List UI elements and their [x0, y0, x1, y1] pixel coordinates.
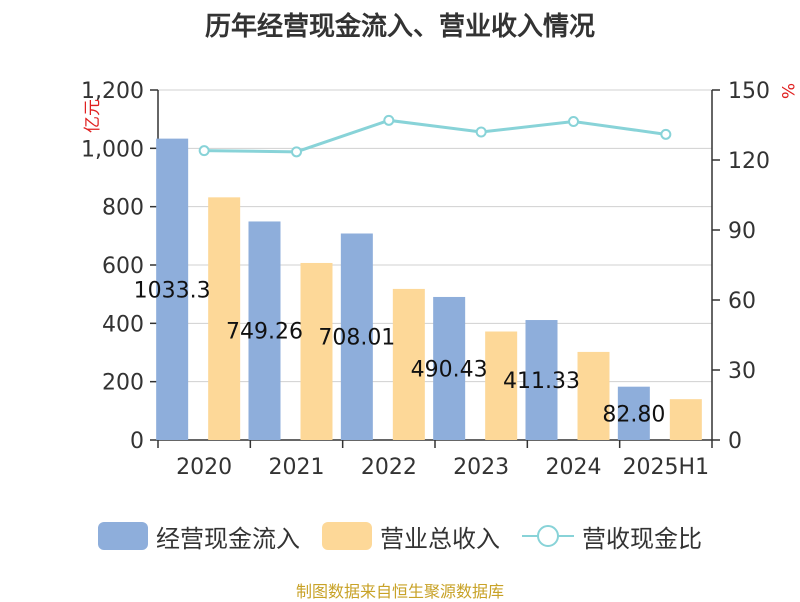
data-label-cash-inflow: 708.01: [318, 326, 395, 351]
legend-label-cash-ratio: 营收现金比: [582, 524, 702, 553]
legend-swatch-cash-inflow: [98, 522, 148, 550]
chart-title: 历年经营现金流入、营业收入情况: [204, 12, 595, 42]
y-right-tick-label: 120: [728, 149, 770, 174]
legend-item-cash-ratio[interactable]: 营收现金比: [522, 516, 702, 556]
y-left-tick-label: 400: [102, 312, 144, 337]
bar-total-revenue: [577, 351, 610, 440]
legend-label-total-revenue: 营业总收入: [380, 524, 500, 553]
x-tick-label: 2022: [361, 455, 417, 480]
legend-item-cash-inflow[interactable]: 经营现金流入: [98, 516, 300, 556]
y-left-tick-label: 200: [102, 371, 144, 396]
x-tick-label: 2024: [546, 455, 602, 480]
x-tick-label: 2021: [269, 455, 325, 480]
legend-swatch-total-revenue: [322, 522, 372, 550]
bar-total-revenue: [300, 262, 333, 440]
y-left-tick-label: 600: [102, 254, 144, 279]
point-cash-ratio: [475, 126, 487, 138]
y-right-tick-label: 30: [728, 359, 756, 384]
bar-cash-inflow: [156, 138, 189, 440]
bar-total-revenue: [485, 331, 518, 440]
y-left-axis-label: 亿元: [83, 99, 103, 133]
legend-swatch-cash-ratio: [522, 525, 574, 547]
bar-cash-inflow: [248, 221, 281, 440]
y-left-tick-label: 1,200: [81, 79, 144, 104]
bar-cash-inflow: [433, 296, 466, 440]
point-cash-ratio: [568, 116, 579, 127]
legend: 经营现金流入 营业总收入 营收现金比: [0, 516, 800, 556]
data-label-cash-inflow: 1033.3: [134, 278, 211, 303]
bar-cash-inflow: [617, 386, 650, 440]
x-tick-label: 2025H1: [623, 455, 710, 480]
y-right-tick-label: 90: [728, 219, 756, 244]
source-note: 制图数据来自恒生聚源数据库: [295, 582, 504, 601]
point-cash-ratio: [660, 128, 672, 140]
x-tick-label: 2020: [176, 455, 232, 480]
legend-item-total-revenue[interactable]: 营业总收入: [322, 516, 500, 556]
legend-label-cash-inflow: 经营现金流入: [156, 524, 300, 553]
bar-total-revenue: [392, 288, 425, 440]
line-cash-ratio: [204, 118, 667, 154]
bar-cash-inflow: [340, 233, 373, 440]
bar-total-revenue: [669, 399, 702, 440]
point-cash-ratio: [198, 145, 210, 157]
data-label-cash-inflow: 82.80: [602, 402, 665, 427]
data-label-cash-inflow: 411.33: [503, 369, 580, 394]
y-left-tick-label: 800: [102, 196, 144, 221]
point-cash-ratio: [291, 146, 302, 158]
y-right-tick-label: 60: [728, 289, 756, 314]
y-left-tick-label: 1,000: [81, 137, 144, 162]
data-label-cash-inflow: 749.26: [226, 320, 303, 345]
y-right-tick-label: 0: [728, 429, 742, 454]
y-right-tick-label: 150: [728, 79, 770, 104]
bar-cash-inflow: [525, 320, 558, 440]
data-label-cash-inflow: 490.43: [411, 357, 488, 382]
x-tick-label: 2023: [453, 455, 509, 480]
y-left-tick-label: 0: [130, 429, 144, 454]
y-right-axis-label: %: [777, 83, 797, 99]
point-cash-ratio: [383, 114, 395, 126]
bar-total-revenue: [208, 197, 241, 440]
